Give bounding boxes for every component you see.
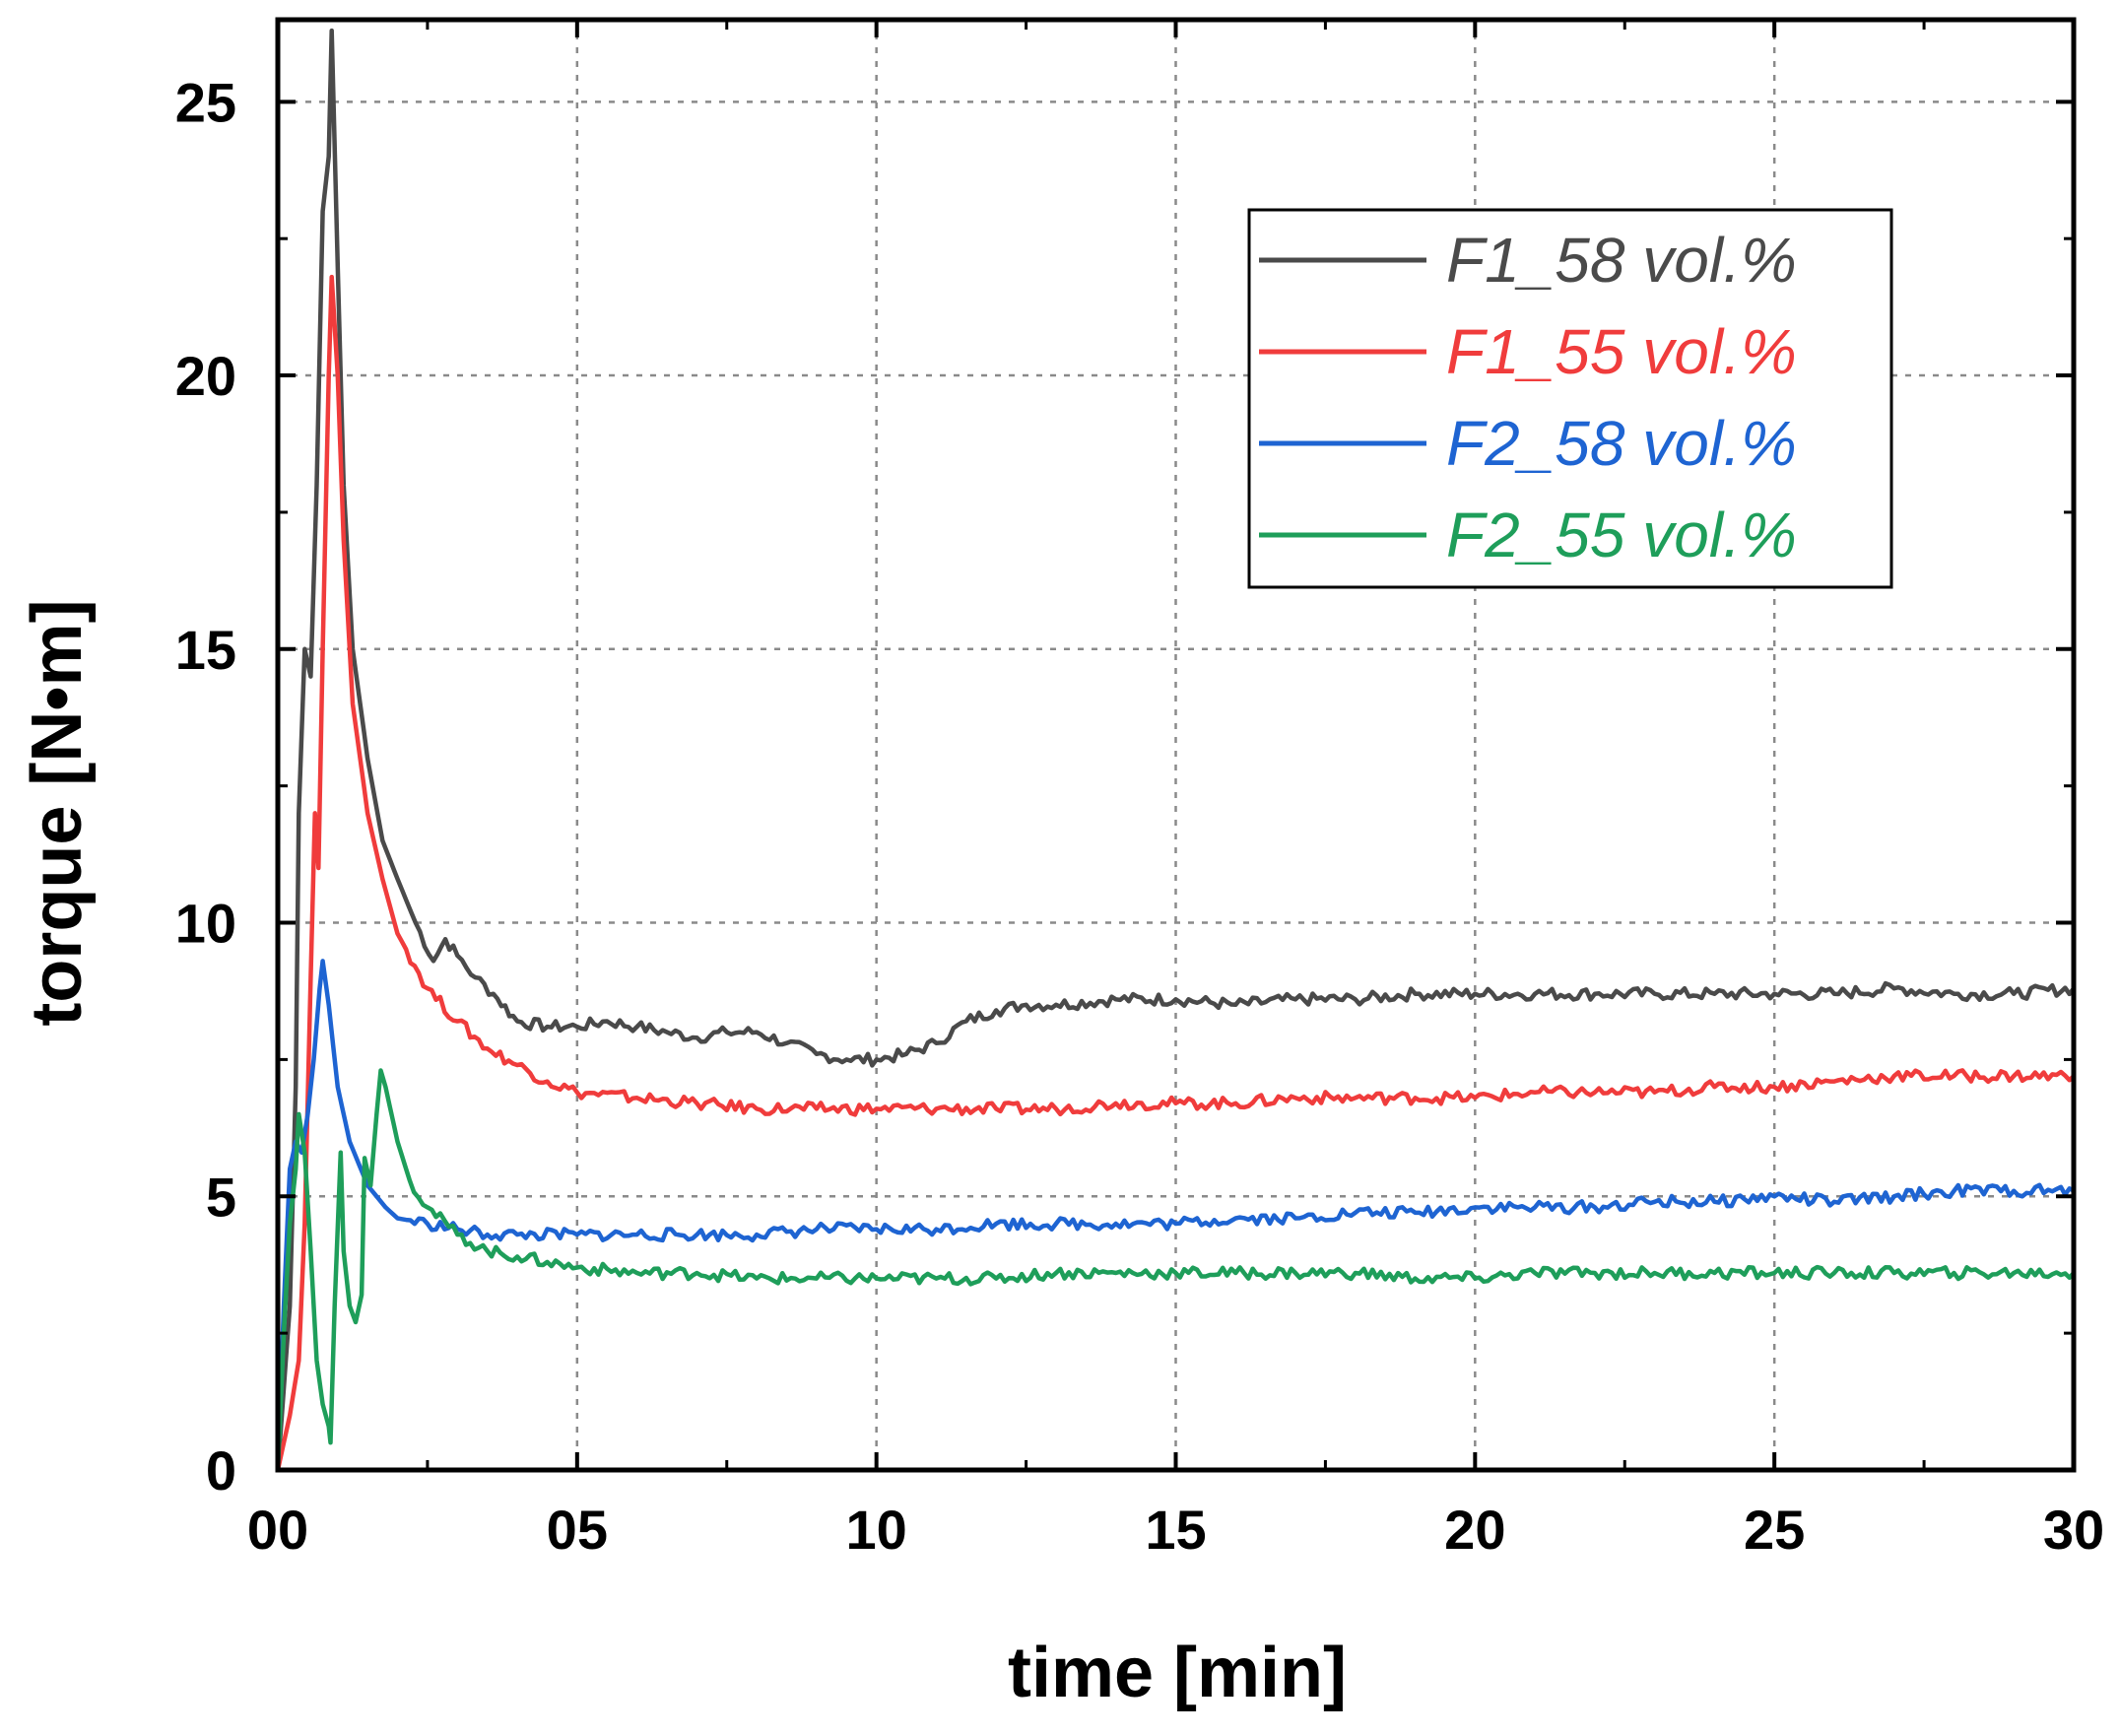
legend-box — [1247, 208, 1893, 589]
legend-entries: F1_58 vol.% F1_55 vol.% F2_58 vol.% F2_55 v… — [1259, 225, 1797, 570]
legend-label: F1_58 vol.% — [1446, 225, 1797, 296]
x-tick-label: 25 — [1744, 1499, 1805, 1561]
y-axis-title: torque [N•m] — [18, 599, 97, 1026]
x-tick-label: 30 — [2043, 1499, 2104, 1561]
y-tick-label: 15 — [175, 619, 236, 681]
grid-lines — [278, 20, 2074, 1470]
series-line — [275, 28, 2076, 1471]
legend-label: F1_55 vol.% — [1446, 316, 1797, 387]
y-tick-label: 20 — [175, 345, 236, 407]
x-tick-label: 10 — [846, 1499, 907, 1561]
x-axis-title: time [min] — [1008, 1634, 1347, 1712]
x-tick-label: 05 — [547, 1499, 608, 1561]
x-tick-label: 00 — [247, 1499, 308, 1561]
data-series — [275, 28, 2076, 1471]
x-tick-label: 15 — [1145, 1499, 1206, 1561]
axis-ticks — [276, 20, 2076, 1472]
y-tick-label: 25 — [175, 71, 236, 133]
legend-label: F2_55 vol.% — [1446, 500, 1797, 570]
y-tick-label: 10 — [175, 893, 236, 955]
series-line — [275, 274, 2076, 1471]
x-tick-label: 20 — [1444, 1499, 1505, 1561]
legend-label: F2_58 vol.% — [1446, 408, 1797, 479]
y-tick-label: 0 — [206, 1439, 236, 1502]
series-line — [275, 1068, 2076, 1471]
legend: F1_58 vol.% F1_55 vol.% F2_58 vol.% F2_55 v… — [1247, 208, 1893, 589]
series-line — [275, 959, 2076, 1471]
y-tick-label: 5 — [206, 1166, 236, 1228]
